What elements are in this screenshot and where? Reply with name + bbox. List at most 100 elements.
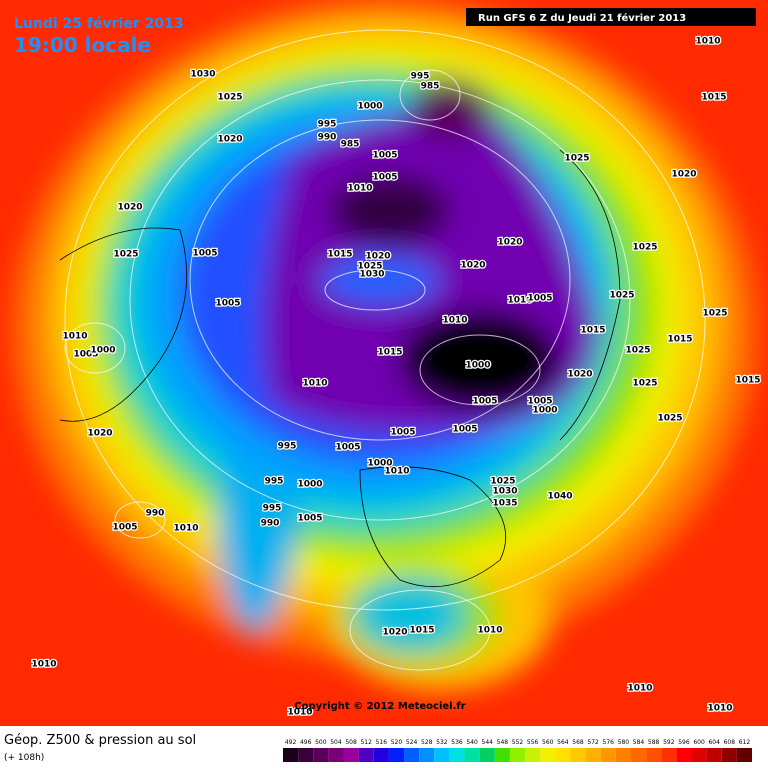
isobar-label: 1030 [190, 70, 215, 80]
colorbar-cell [555, 748, 571, 762]
colorbar-label: 504 [330, 739, 342, 746]
isobar-label: 1015 [327, 250, 352, 260]
isobar-label: 1015 [667, 335, 692, 345]
colorbar-cell [646, 748, 662, 762]
isobar-label: 1020 [117, 203, 142, 213]
isobar-label: 1010 [707, 704, 732, 714]
isobar-label: 1015 [377, 348, 402, 358]
isobar-label: 1010 [173, 524, 198, 534]
isobar-label: 1025 [490, 477, 515, 487]
colorbar-label: 560 [542, 739, 554, 746]
isobar-label: 1035 [492, 499, 517, 509]
isobar-label: 1005 [390, 428, 415, 438]
isobar-label: 1005 [215, 299, 240, 309]
colorbar-cell [494, 748, 510, 762]
colorbar-cell [600, 748, 616, 762]
isobar-label: 1040 [547, 492, 572, 502]
isobar-label: 1025 [632, 379, 657, 389]
isobar-label: 1000 [367, 459, 392, 469]
isobar-label: 1000 [297, 480, 322, 490]
isobar-label: 1000 [90, 346, 115, 356]
isobar-label: 985 [341, 140, 360, 150]
colorbar-label: 556 [527, 739, 539, 746]
isobar-label: 1010 [62, 332, 87, 342]
isobar-label: 990 [318, 133, 337, 143]
isobar-label: 1020 [217, 135, 242, 145]
isobar-label: 1025 [632, 243, 657, 253]
isobar-label: 1010 [302, 379, 327, 389]
isobar-label: 1005 [527, 397, 552, 407]
colorbar-label: 496 [300, 739, 312, 746]
isobar-labels: 1030102510209959851000995990985100510051… [30, 35, 762, 719]
isobar-label: 1025 [564, 154, 589, 164]
colorbar-cell [525, 748, 541, 762]
isobar-label: 985 [421, 82, 440, 92]
copyright: Copyright © 2012 Meteociel.fr [294, 701, 465, 712]
colorbar-label: 548 [497, 739, 509, 746]
isobar-label: 1030 [359, 270, 384, 280]
colorbar-cell [343, 748, 359, 762]
coastlines [59, 149, 621, 588]
colorbar-label: 500 [315, 739, 327, 746]
isobar-label: 1000 [357, 102, 382, 112]
isobar-label: 1025 [217, 93, 242, 103]
colorbar-cell [570, 748, 586, 762]
colorbar-label: 552 [512, 739, 524, 746]
isobar-label: 995 [278, 442, 297, 452]
isobar-label: 1020 [671, 170, 696, 180]
colorbar-cell [358, 748, 374, 762]
colorbar-label: 492 [285, 739, 297, 746]
isobar-label: 1005 [297, 514, 322, 524]
isobar-label: 1005 [527, 294, 552, 304]
colorbar-label: 532 [436, 739, 448, 746]
colorbar-label: 512 [360, 739, 372, 746]
isobar-label: 1015 [580, 326, 605, 336]
isobar-label: 1025 [357, 262, 382, 272]
colorbar-cell [630, 748, 647, 762]
isobar-label: 1015 [735, 376, 760, 386]
isobar-label: 1005 [112, 523, 137, 533]
isobar-label: 1010 [442, 316, 467, 326]
colorbar-label: 516 [376, 739, 388, 746]
isobar-label: 1025 [609, 291, 634, 301]
colorbar-label: 576 [603, 739, 615, 746]
isobar-label: 995 [318, 120, 337, 130]
colorbar-label: 564 [557, 739, 569, 746]
colorbar-label: 568 [572, 739, 584, 746]
colorbar-cell [328, 748, 344, 762]
isobar-label: 1005 [73, 350, 98, 360]
isobar-label: 995 [411, 72, 430, 82]
colorbar-label: 580 [618, 739, 630, 746]
colorbar-cell [585, 748, 601, 762]
isobar-label: 1015 [701, 93, 726, 103]
colorbar-cell [721, 748, 737, 762]
isobar-label: 1020 [497, 238, 522, 248]
isobar-label: 1015 [409, 626, 434, 636]
colorbar-cell [676, 748, 692, 762]
isobar-label: 1000 [532, 406, 557, 416]
colorbar-label: 528 [421, 739, 433, 746]
colorbar-label: 524 [406, 739, 418, 746]
isobar-label: 1010 [384, 467, 409, 477]
colorbar-label: 592 [663, 739, 675, 746]
colorbar-cell [736, 748, 752, 762]
colorbar-label: 600 [693, 739, 705, 746]
colorbar-cell [449, 748, 465, 762]
isobar-label: 1010 [477, 626, 502, 636]
colorbar-cell [464, 748, 480, 762]
colorbar-label: 604 [708, 739, 720, 746]
isobar-label: 1005 [372, 151, 397, 161]
isobar-label: 1005 [335, 443, 360, 453]
colorbar-cell [434, 748, 450, 762]
colorbar-label: 608 [724, 739, 736, 746]
isobar-label: 1010 [507, 296, 532, 306]
date: Lundi 25 février 2013 [14, 16, 184, 32]
isobar-label: 1025 [625, 346, 650, 356]
colorbar-cell [479, 748, 495, 762]
colorbar-label: 508 [345, 739, 357, 746]
colorbar-cell [283, 748, 299, 762]
colorbar-cell [706, 748, 722, 762]
isobar-label: 1010 [31, 660, 56, 670]
colorbar-cell [661, 748, 677, 762]
isobar-label: 1025 [702, 309, 727, 319]
